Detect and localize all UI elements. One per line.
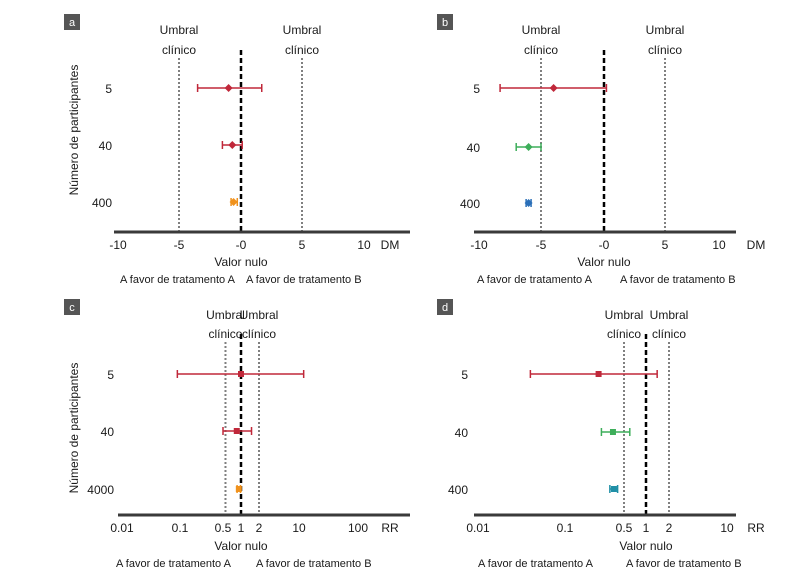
row-label: 40 — [455, 426, 469, 440]
point-estimate — [228, 141, 237, 149]
tick-label: 0.01 — [110, 521, 134, 535]
threshold-label-line2: clínico — [648, 43, 682, 57]
row-label: 5 — [105, 82, 112, 96]
favor-treatment-a-label: A favor de tratamento A — [478, 558, 594, 570]
favor-treatment-b-label: A favor de tratamento B — [256, 558, 372, 570]
favor-treatment-b-label: A favor de tratamento B — [620, 274, 736, 286]
y-axis-label: Número de participantes — [67, 65, 81, 196]
tick-label: -10 — [470, 238, 488, 252]
measure-label: RR — [747, 521, 765, 535]
threshold-label-line1: Umbral — [160, 23, 199, 37]
point-estimate — [229, 198, 238, 206]
point-estimate — [224, 84, 233, 92]
measure-label: DM — [747, 238, 766, 252]
tick-label: 0.1 — [172, 521, 189, 535]
tick-label: 0.5 — [215, 521, 232, 535]
tick-label: 10 — [720, 521, 734, 535]
tick-label: 100 — [348, 521, 368, 535]
tick-label: 0.01 — [466, 521, 490, 535]
point-estimate — [595, 371, 602, 377]
tick-label: 0.1 — [557, 521, 574, 535]
row-label: 5 — [107, 368, 114, 382]
tick-label: 10 — [712, 238, 726, 252]
point-estimate — [524, 143, 533, 151]
panel-tag-label: b — [442, 17, 448, 29]
row-label: 40 — [101, 425, 115, 439]
favor-treatment-b-label: A favor de tratamento B — [246, 274, 362, 286]
point-estimate — [238, 371, 244, 377]
threshold-label-line2: clínico — [285, 43, 319, 57]
null-value-label: Valor nulo — [214, 255, 267, 269]
panel-a: a Umbral clínico Umbral clínico -10 -5 -0 5 10 DM V… — [64, 14, 410, 286]
threshold-label-line2: clínico — [607, 327, 641, 341]
panel-tag-box — [64, 14, 80, 30]
measure-label: RR — [381, 521, 399, 535]
tick-label: 5 — [662, 238, 669, 252]
threshold-label-line1: Umbral — [605, 308, 644, 322]
threshold-label-line2: clínico — [162, 43, 196, 57]
threshold-label-line2: clínico — [524, 43, 558, 57]
row-label: 40 — [467, 141, 481, 155]
tick-label: -0 — [236, 238, 247, 252]
tick-label: -5 — [536, 238, 547, 252]
threshold-label-line1: Umbral — [283, 23, 322, 37]
threshold-label-line2: clínico — [242, 327, 276, 341]
threshold-label-line2: clínico — [652, 327, 686, 341]
point-estimate — [609, 429, 616, 435]
row-label: 400 — [92, 196, 112, 210]
row-label: 400 — [460, 197, 480, 211]
panel-tag-label: a — [69, 17, 76, 29]
tick-label: 1 — [643, 521, 650, 535]
row-label: 400 — [448, 483, 468, 497]
threshold-label-line1: Umbral — [650, 308, 689, 322]
panel-c: c Umbral clínico Umbral clínico 0.01 0.1 0.5 1 2 1… — [64, 299, 410, 570]
row-label: 5 — [461, 368, 468, 382]
point-estimate — [549, 84, 558, 92]
measure-label: DM — [381, 238, 400, 252]
favor-treatment-a-label: A favor de tratamento A — [120, 274, 236, 286]
panel-tag-box — [64, 299, 80, 315]
tick-label: 2 — [256, 521, 263, 535]
point-estimate — [610, 486, 617, 492]
threshold-label-line1: Umbral — [646, 23, 685, 37]
threshold-label-line1: Umbral — [206, 308, 245, 322]
row-label: 40 — [99, 139, 113, 153]
null-value-label: Valor nulo — [214, 539, 267, 553]
panel-b: b Umbral clínico Umbral clínico -10 -5 -0 5 10 DM V… — [437, 14, 765, 286]
panel-tag-box — [437, 299, 453, 315]
tick-label: -10 — [109, 238, 127, 252]
tick-label: 10 — [292, 521, 306, 535]
tick-label: 10 — [357, 238, 371, 252]
point-estimate — [235, 486, 242, 492]
favor-treatment-b-label: A favor de tratamento B — [626, 558, 742, 570]
row-label: 5 — [473, 82, 480, 96]
threshold-label-line2: clínico — [208, 327, 242, 341]
panel-tag-label: d — [442, 302, 448, 314]
favor-treatment-a-label: A favor de tratamento A — [477, 274, 593, 286]
tick-label: -0 — [599, 238, 610, 252]
favor-treatment-a-label: A favor de tratamento A — [116, 558, 232, 570]
tick-label: -5 — [174, 238, 185, 252]
panel-d: d Umbral clínico Umbral clínico 0.01 0.1 0.5 1 2 1… — [437, 299, 765, 570]
panel-tag-box — [437, 14, 453, 30]
tick-label: 5 — [299, 238, 306, 252]
point-estimate — [233, 428, 240, 434]
point-estimate — [524, 199, 533, 207]
row-label: 4000 — [87, 483, 114, 497]
null-value-label: Valor nulo — [577, 255, 630, 269]
y-axis-label: Número de participantes — [67, 363, 81, 494]
tick-label: 2 — [666, 521, 673, 535]
tick-label: 1 — [238, 521, 245, 535]
null-value-label: Valor nulo — [619, 539, 672, 553]
panel-tag-label: c — [69, 302, 75, 314]
threshold-label-line1: Umbral — [522, 23, 561, 37]
tick-label: 0.5 — [616, 521, 633, 535]
threshold-label-line1: Umbral — [240, 308, 279, 322]
